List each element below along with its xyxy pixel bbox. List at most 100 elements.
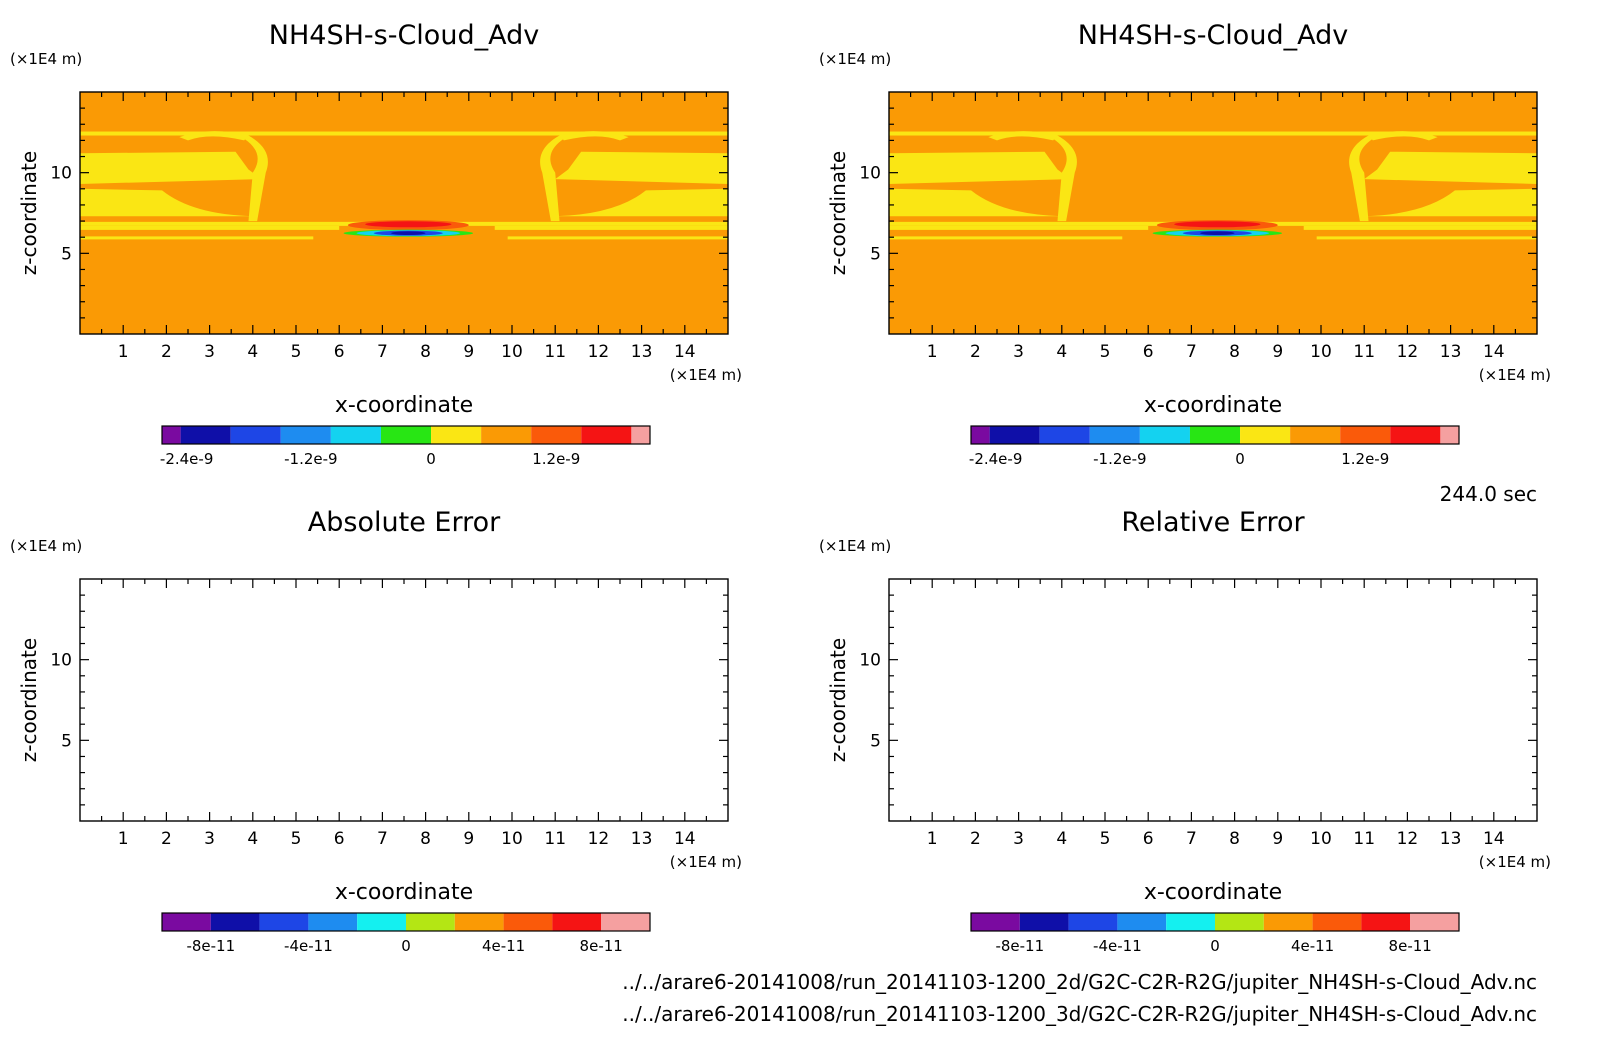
x-tick-label: 4: [247, 342, 258, 362]
colorbar-segment: [503, 913, 553, 931]
colorbar-frame: [970, 912, 1460, 932]
x-tick-label: 1: [927, 342, 938, 362]
time-label: 244.0 sec: [1440, 482, 1537, 506]
colorbar-segment: [1166, 913, 1215, 931]
colorbar-segment: [1340, 426, 1391, 444]
x-tick-label: 12: [1397, 342, 1419, 362]
panel-3: Absolute Error(×1E4 m)(×1E4 m)1 2 3 4 5 6 7 8 9 1…: [10, 507, 742, 955]
colorbar-segment: [1312, 913, 1362, 931]
colorbar-segment: [180, 426, 231, 444]
y-unit-label: (×1E4 m): [819, 537, 891, 555]
colorbar-segment: [1215, 913, 1264, 931]
cloud-band: [1316, 236, 1537, 240]
x-tick-label: 7: [1186, 342, 1197, 362]
x-tick-label: 8: [1229, 829, 1240, 849]
contour-field: [80, 92, 728, 334]
cloud-curl: [559, 131, 629, 141]
x-tick-label: 2: [161, 342, 172, 362]
colorbar-segment: [971, 913, 1020, 931]
colorbar-segment: [162, 426, 181, 444]
anomaly-negative-core: [1200, 231, 1235, 235]
colorbar-tick-label: -2.4e-9: [969, 450, 1022, 468]
x-tick-label: 7: [377, 342, 388, 362]
colorbar-tick-label: -4e-11: [1093, 937, 1142, 955]
y-axis-label: z-coordinate: [826, 638, 850, 762]
colorbar-tick-label: 8e-11: [1389, 937, 1432, 955]
x-axis-label: x-coordinate: [335, 393, 473, 418]
colorbar-tick-label: 0: [426, 450, 436, 468]
chart-title: Absolute Error: [308, 507, 501, 538]
colorbar-segment: [552, 913, 602, 931]
y-tick-label: 5: [870, 244, 881, 264]
x-unit-label: (×1E4 m): [1479, 366, 1551, 384]
colorbar-tick-label: -1.2e-9: [1093, 450, 1146, 468]
colorbar-segment: [581, 426, 632, 444]
cloud-band: [1364, 151, 1537, 184]
colorbar: -8e-11 -4e-11 0 4e-11 8e-11: [161, 912, 651, 955]
panel-1: NH4SH-s-Cloud_Adv(×1E4 m)(×1E4 m)1 2 3 4 5 6 7…: [10, 20, 742, 468]
contour-field: [889, 92, 1537, 334]
x-tick-label: 5: [291, 342, 302, 362]
x-tick-label: 1: [118, 829, 129, 849]
colorbar-segment: [1240, 426, 1291, 444]
colorbar-tick-label: 0: [1210, 937, 1220, 955]
x-unit-label: (×1E4 m): [670, 853, 742, 871]
chart-title: NH4SH-s-Cloud_Adv: [1078, 20, 1348, 51]
colorbar-segment: [1263, 913, 1313, 931]
x-tick-label: 8: [420, 342, 431, 362]
cloud-band: [512, 188, 728, 217]
cloud-band: [80, 131, 728, 136]
y-axis-label: z-coordinate: [17, 638, 41, 762]
colorbar-tick-label: 1.2e-9: [532, 450, 580, 468]
cloud-band: [507, 236, 728, 240]
x-tick-label: 1: [118, 342, 129, 362]
y-tick-label: 5: [61, 731, 72, 751]
x-unit-label: (×1E4 m): [1479, 853, 1551, 871]
colorbar-segment: [454, 913, 504, 931]
colorbar-segment: [631, 426, 650, 444]
cloud-band: [555, 151, 728, 184]
x-tick-label: 10: [1310, 342, 1332, 362]
colorbar-tick-label: -1.2e-9: [284, 450, 337, 468]
y-axis-label: z-coordinate: [17, 151, 41, 275]
y-unit-label: (×1E4 m): [10, 537, 82, 555]
colorbar-segment: [1440, 426, 1459, 444]
colorbar-segment: [1068, 913, 1118, 931]
x-tick-label: 2: [161, 829, 172, 849]
x-tick-label: 11: [544, 829, 566, 849]
y-tick-label: 5: [61, 244, 72, 264]
cloud-band: [80, 236, 314, 240]
colorbar-tick-label: 4e-11: [1291, 937, 1334, 955]
cloud-band: [80, 225, 340, 230]
colorbar-tick-label: 8e-11: [580, 937, 623, 955]
colorbar-segment: [531, 426, 582, 444]
colorbar-segment: [259, 913, 309, 931]
colorbar-segment: [230, 426, 281, 444]
cloud-curl: [988, 131, 1058, 141]
x-tick-label: 12: [588, 829, 610, 849]
cloud-band: [80, 188, 296, 217]
cloud-plume: [244, 135, 268, 222]
colorbar-tick-label: -4e-11: [284, 937, 333, 955]
x-tick-label: 10: [1310, 829, 1332, 849]
x-tick-label: 8: [1229, 342, 1240, 362]
cloud-band: [889, 188, 1105, 217]
anomaly-negative-core: [391, 231, 426, 235]
x-tick-label: 14: [674, 829, 696, 849]
chart-title: Relative Error: [1121, 507, 1305, 538]
y-tick-label: 10: [50, 164, 72, 184]
anomaly-positive-core: [1174, 221, 1261, 228]
colorbar-frame: [161, 912, 651, 932]
colorbar-tick-label: -2.4e-9: [160, 450, 213, 468]
colorbar-tick-label: 0: [401, 937, 411, 955]
x-unit-label: (×1E4 m): [670, 366, 742, 384]
cloud-plume: [540, 135, 564, 222]
colorbar: -2.4e-9 -1.2e-9 0 1.2e-9: [969, 425, 1460, 468]
x-tick-label: 13: [631, 342, 653, 362]
x-tick-label: 7: [377, 829, 388, 849]
x-tick-label: 11: [544, 342, 566, 362]
colorbar-segment: [406, 913, 455, 931]
colorbar-segment: [330, 426, 381, 444]
chart-title: NH4SH-s-Cloud_Adv: [269, 20, 539, 51]
colorbar-segment: [210, 913, 260, 931]
